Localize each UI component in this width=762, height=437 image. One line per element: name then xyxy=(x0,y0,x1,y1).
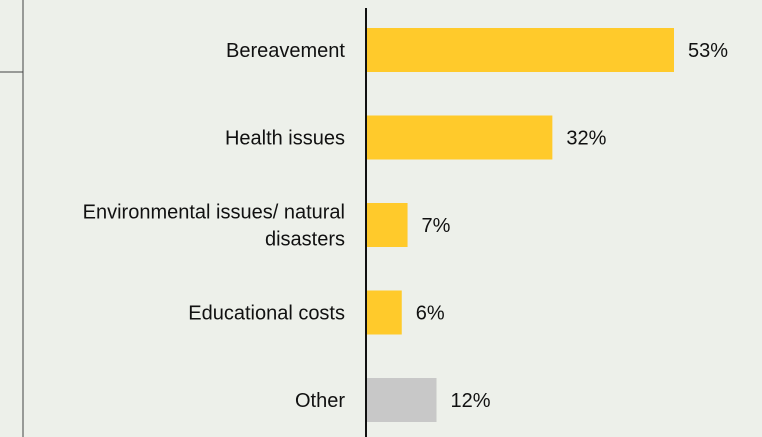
category-label-0: Bereavement xyxy=(226,40,345,62)
value-label-0: 53% xyxy=(688,40,728,62)
bar-1 xyxy=(367,115,553,160)
category-label-2-line-0: Environmental issues/ natural xyxy=(83,202,345,224)
value-label-2: 7% xyxy=(422,215,451,237)
bar-4 xyxy=(367,378,437,422)
bar-0 xyxy=(367,28,674,72)
bar-2 xyxy=(367,203,408,247)
value-label-4: 12% xyxy=(451,390,491,412)
category-label-1: Health issues xyxy=(225,128,345,150)
category-label-4: Other xyxy=(295,390,345,412)
value-label-3: 6% xyxy=(416,303,445,325)
category-label-3: Educational costs xyxy=(188,303,345,325)
category-label-2-line-1: disasters xyxy=(265,229,345,251)
bar-3 xyxy=(367,290,402,335)
value-label-1: 32% xyxy=(566,128,606,150)
